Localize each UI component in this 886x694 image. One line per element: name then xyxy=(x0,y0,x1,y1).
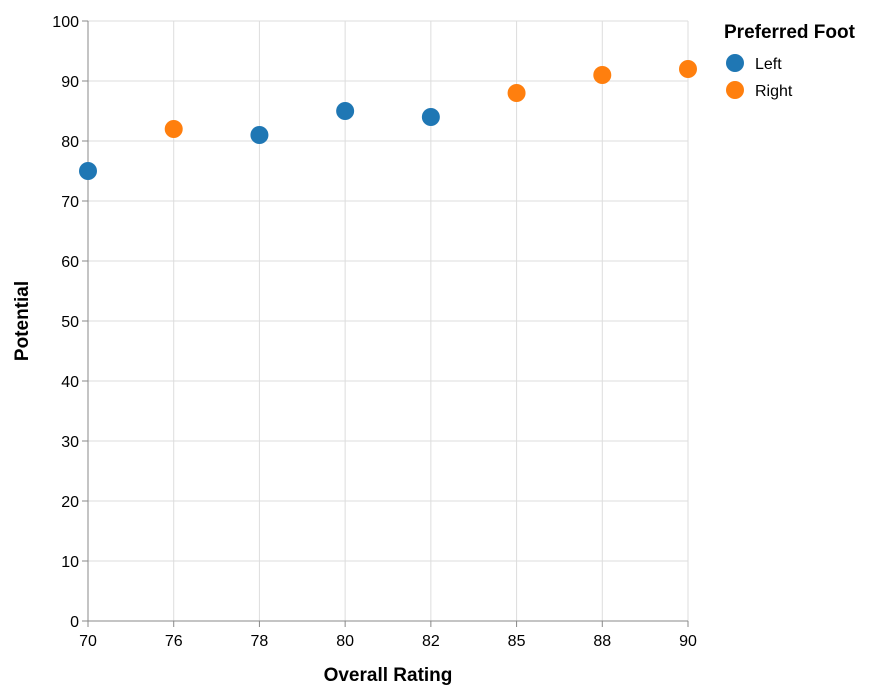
x-tick-label: 78 xyxy=(251,633,269,650)
data-point-right xyxy=(164,120,183,138)
axes: 70 76 78 80 82 85 88 90 0 10 20 30 40 50 60 70 80 90 100 xyxy=(52,14,697,650)
legend-swatch-right xyxy=(726,81,744,99)
x-tick-label: 85 xyxy=(508,633,526,650)
y-tick-label: 100 xyxy=(52,14,79,31)
x-axis-title: Overall Rating xyxy=(324,665,453,686)
y-tick-label: 10 xyxy=(61,554,79,571)
legend-label-right: Right xyxy=(755,83,793,100)
legend-label-left: Left xyxy=(755,56,782,73)
y-tick-label: 0 xyxy=(70,614,79,631)
legend: Preferred Foot Left Right xyxy=(724,22,856,100)
y-tick-label: 50 xyxy=(61,314,79,331)
data-point-right xyxy=(679,60,697,78)
x-tick-label: 82 xyxy=(422,633,440,650)
data-point-left xyxy=(421,108,440,126)
legend-swatch-left xyxy=(726,54,744,72)
y-tick-label: 90 xyxy=(61,74,79,91)
y-tick-label: 70 xyxy=(61,194,79,211)
legend-title: Preferred Foot xyxy=(724,22,856,43)
y-tick-label: 80 xyxy=(61,134,79,151)
y-tick-label: 60 xyxy=(61,254,79,271)
data-point-left xyxy=(250,126,269,144)
data-point-right xyxy=(593,66,612,84)
gridlines xyxy=(88,20,689,621)
y-tick-label: 30 xyxy=(61,434,79,451)
x-tick-label: 76 xyxy=(165,633,183,650)
x-tick-label: 80 xyxy=(336,633,354,650)
data-points xyxy=(79,60,697,180)
data-point-right xyxy=(507,84,526,102)
x-tick-label: 70 xyxy=(79,633,97,650)
data-point-left xyxy=(336,102,355,120)
x-tick-label: 90 xyxy=(679,633,697,650)
y-tick-label: 20 xyxy=(61,494,79,511)
y-axis-title: Potential xyxy=(12,281,33,361)
data-point-left xyxy=(79,162,97,180)
x-tick-label: 88 xyxy=(593,633,611,650)
y-tick-label: 40 xyxy=(61,374,79,391)
